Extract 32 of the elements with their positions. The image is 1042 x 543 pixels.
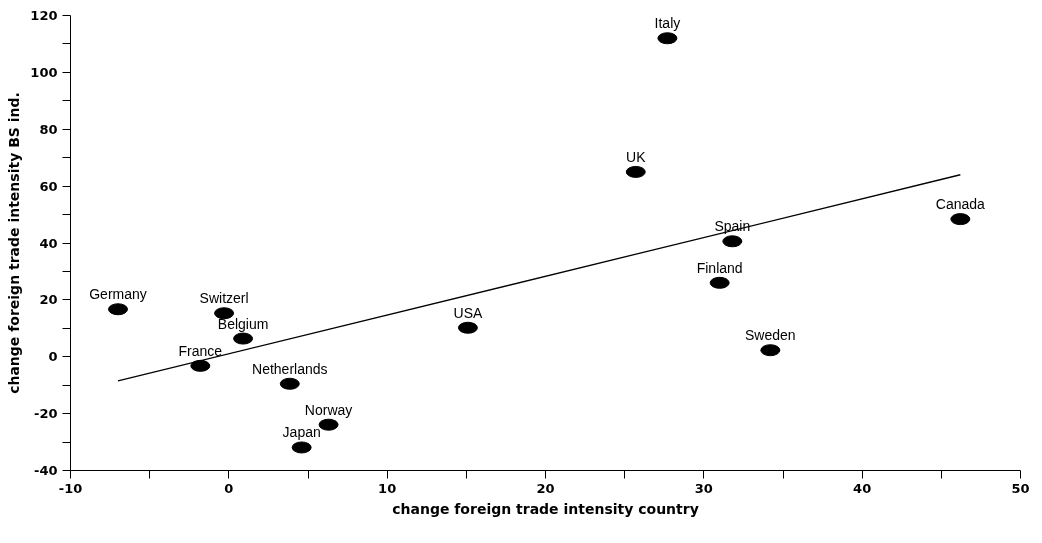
annotation: Canada [935, 196, 986, 213]
y-tick-label: -20 [34, 406, 58, 422]
x-tick-label: 0 [224, 480, 234, 496]
y-tick-label: -40 [34, 463, 58, 478]
y-tick-label: 40 [39, 235, 58, 251]
y-tick-label: 0 [48, 349, 58, 365]
annotation: Norway [304, 401, 353, 418]
x-tick-label: 10 [378, 480, 397, 496]
y-axis-title: change foreign trade intensity BS ind. [6, 92, 23, 394]
x-tick-label: 30 [694, 480, 713, 496]
annotation: France [178, 342, 223, 359]
x-tick-label: -10 [58, 480, 83, 496]
annotation: Japan [282, 424, 321, 441]
annotation: Finland [696, 259, 743, 276]
annotation: Italy [654, 15, 681, 32]
x-axis-title: change foreign trade intensity country [392, 500, 699, 517]
annotation: Switzerl [199, 290, 249, 307]
x-tick-label: 20 [536, 480, 555, 496]
y-tick-label: 60 [39, 178, 58, 194]
annotation: Spain [714, 218, 751, 235]
annotation: Sweden [745, 327, 796, 344]
x-tick-label: 50 [1011, 480, 1030, 496]
x-tick-label: 40 [853, 480, 872, 496]
annotation: Netherlands [252, 360, 328, 377]
y-tick-label: 80 [39, 121, 58, 137]
annotation: Germany [89, 286, 147, 303]
y-tick-label: 120 [30, 8, 58, 23]
y-tick-label: 100 [30, 64, 58, 80]
annotation: USA [453, 304, 483, 321]
y-tick-label: 20 [39, 292, 58, 308]
annotation: UK [626, 148, 647, 165]
annotation: Belgium [217, 315, 269, 332]
